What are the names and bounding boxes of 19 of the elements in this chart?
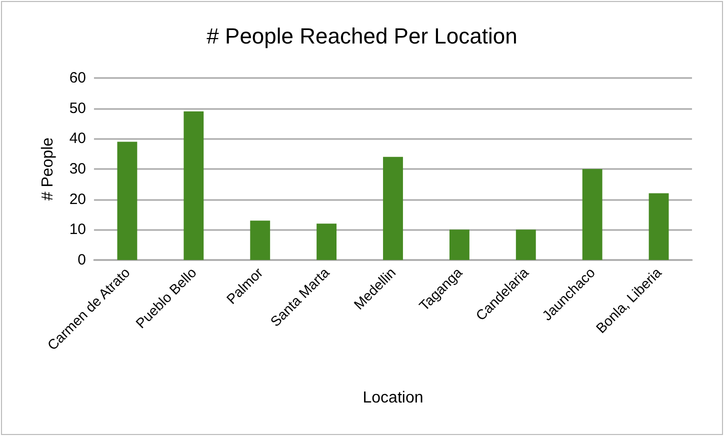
y-tick-label: 40 <box>69 130 86 148</box>
chart-title: # People Reached Per Location <box>206 24 518 48</box>
bar <box>516 230 536 260</box>
bar <box>648 193 669 260</box>
bar <box>316 224 337 260</box>
bar <box>250 220 270 260</box>
bar <box>383 156 403 260</box>
y-axis-title: # People <box>40 137 56 201</box>
bar <box>184 111 204 260</box>
y-tick-label: 10 <box>69 221 86 238</box>
y-tick-label: 0 <box>78 252 86 268</box>
y-tick-label: 20 <box>69 190 86 208</box>
y-tick-label: 60 <box>69 70 86 86</box>
bar <box>117 142 138 260</box>
bar <box>449 230 470 260</box>
x-axis-title: Location <box>362 390 424 406</box>
y-tick-label: 30 <box>69 160 86 178</box>
bar <box>582 169 602 260</box>
y-tick-label: 50 <box>69 100 86 117</box>
